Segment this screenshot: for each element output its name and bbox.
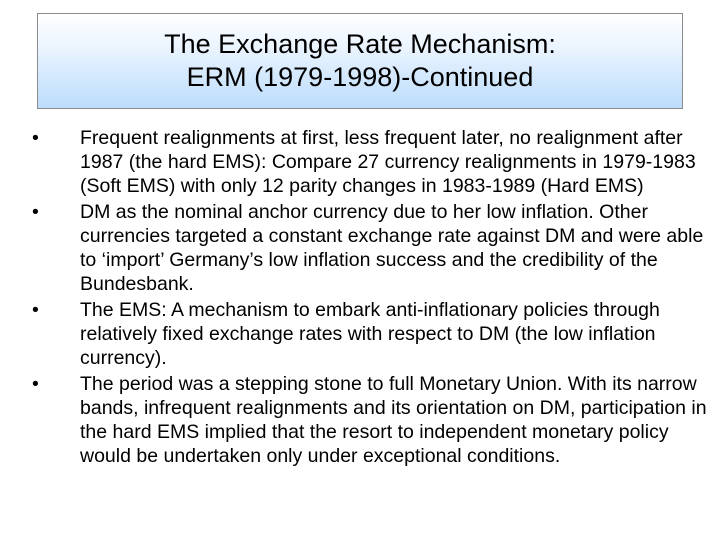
bullet-dot-icon: • — [32, 201, 39, 223]
bullet-item: • Frequent realignments at first, less f… — [0, 126, 720, 198]
bullet-dot-icon: • — [32, 373, 39, 395]
bullet-item: • The period was a stepping stone to ful… — [0, 372, 720, 468]
bullet-text: DM as the nominal anchor currency due to… — [80, 201, 704, 295]
bullet-dot-icon: • — [32, 127, 39, 149]
bullet-list: • Frequent realignments at first, less f… — [0, 126, 720, 470]
bullet-text: The EMS: A mechanism to embark anti-infl… — [80, 299, 660, 369]
slide-title-box: The Exchange Rate Mechanism: ERM (1979-1… — [37, 13, 683, 109]
bullet-text: Frequent realignments at first, less fre… — [80, 127, 696, 197]
bullet-item: • DM as the nominal anchor currency due … — [0, 200, 720, 296]
bullet-dot-icon: • — [32, 299, 39, 321]
slide-title-line-2: ERM (1979-1998)-Continued — [186, 62, 534, 92]
bullet-text: The period was a stepping stone to full … — [80, 373, 707, 467]
bullet-item: • The EMS: A mechanism to embark anti-in… — [0, 298, 720, 370]
slide-title-line-1: The Exchange Rate Mechanism: — [164, 29, 556, 59]
